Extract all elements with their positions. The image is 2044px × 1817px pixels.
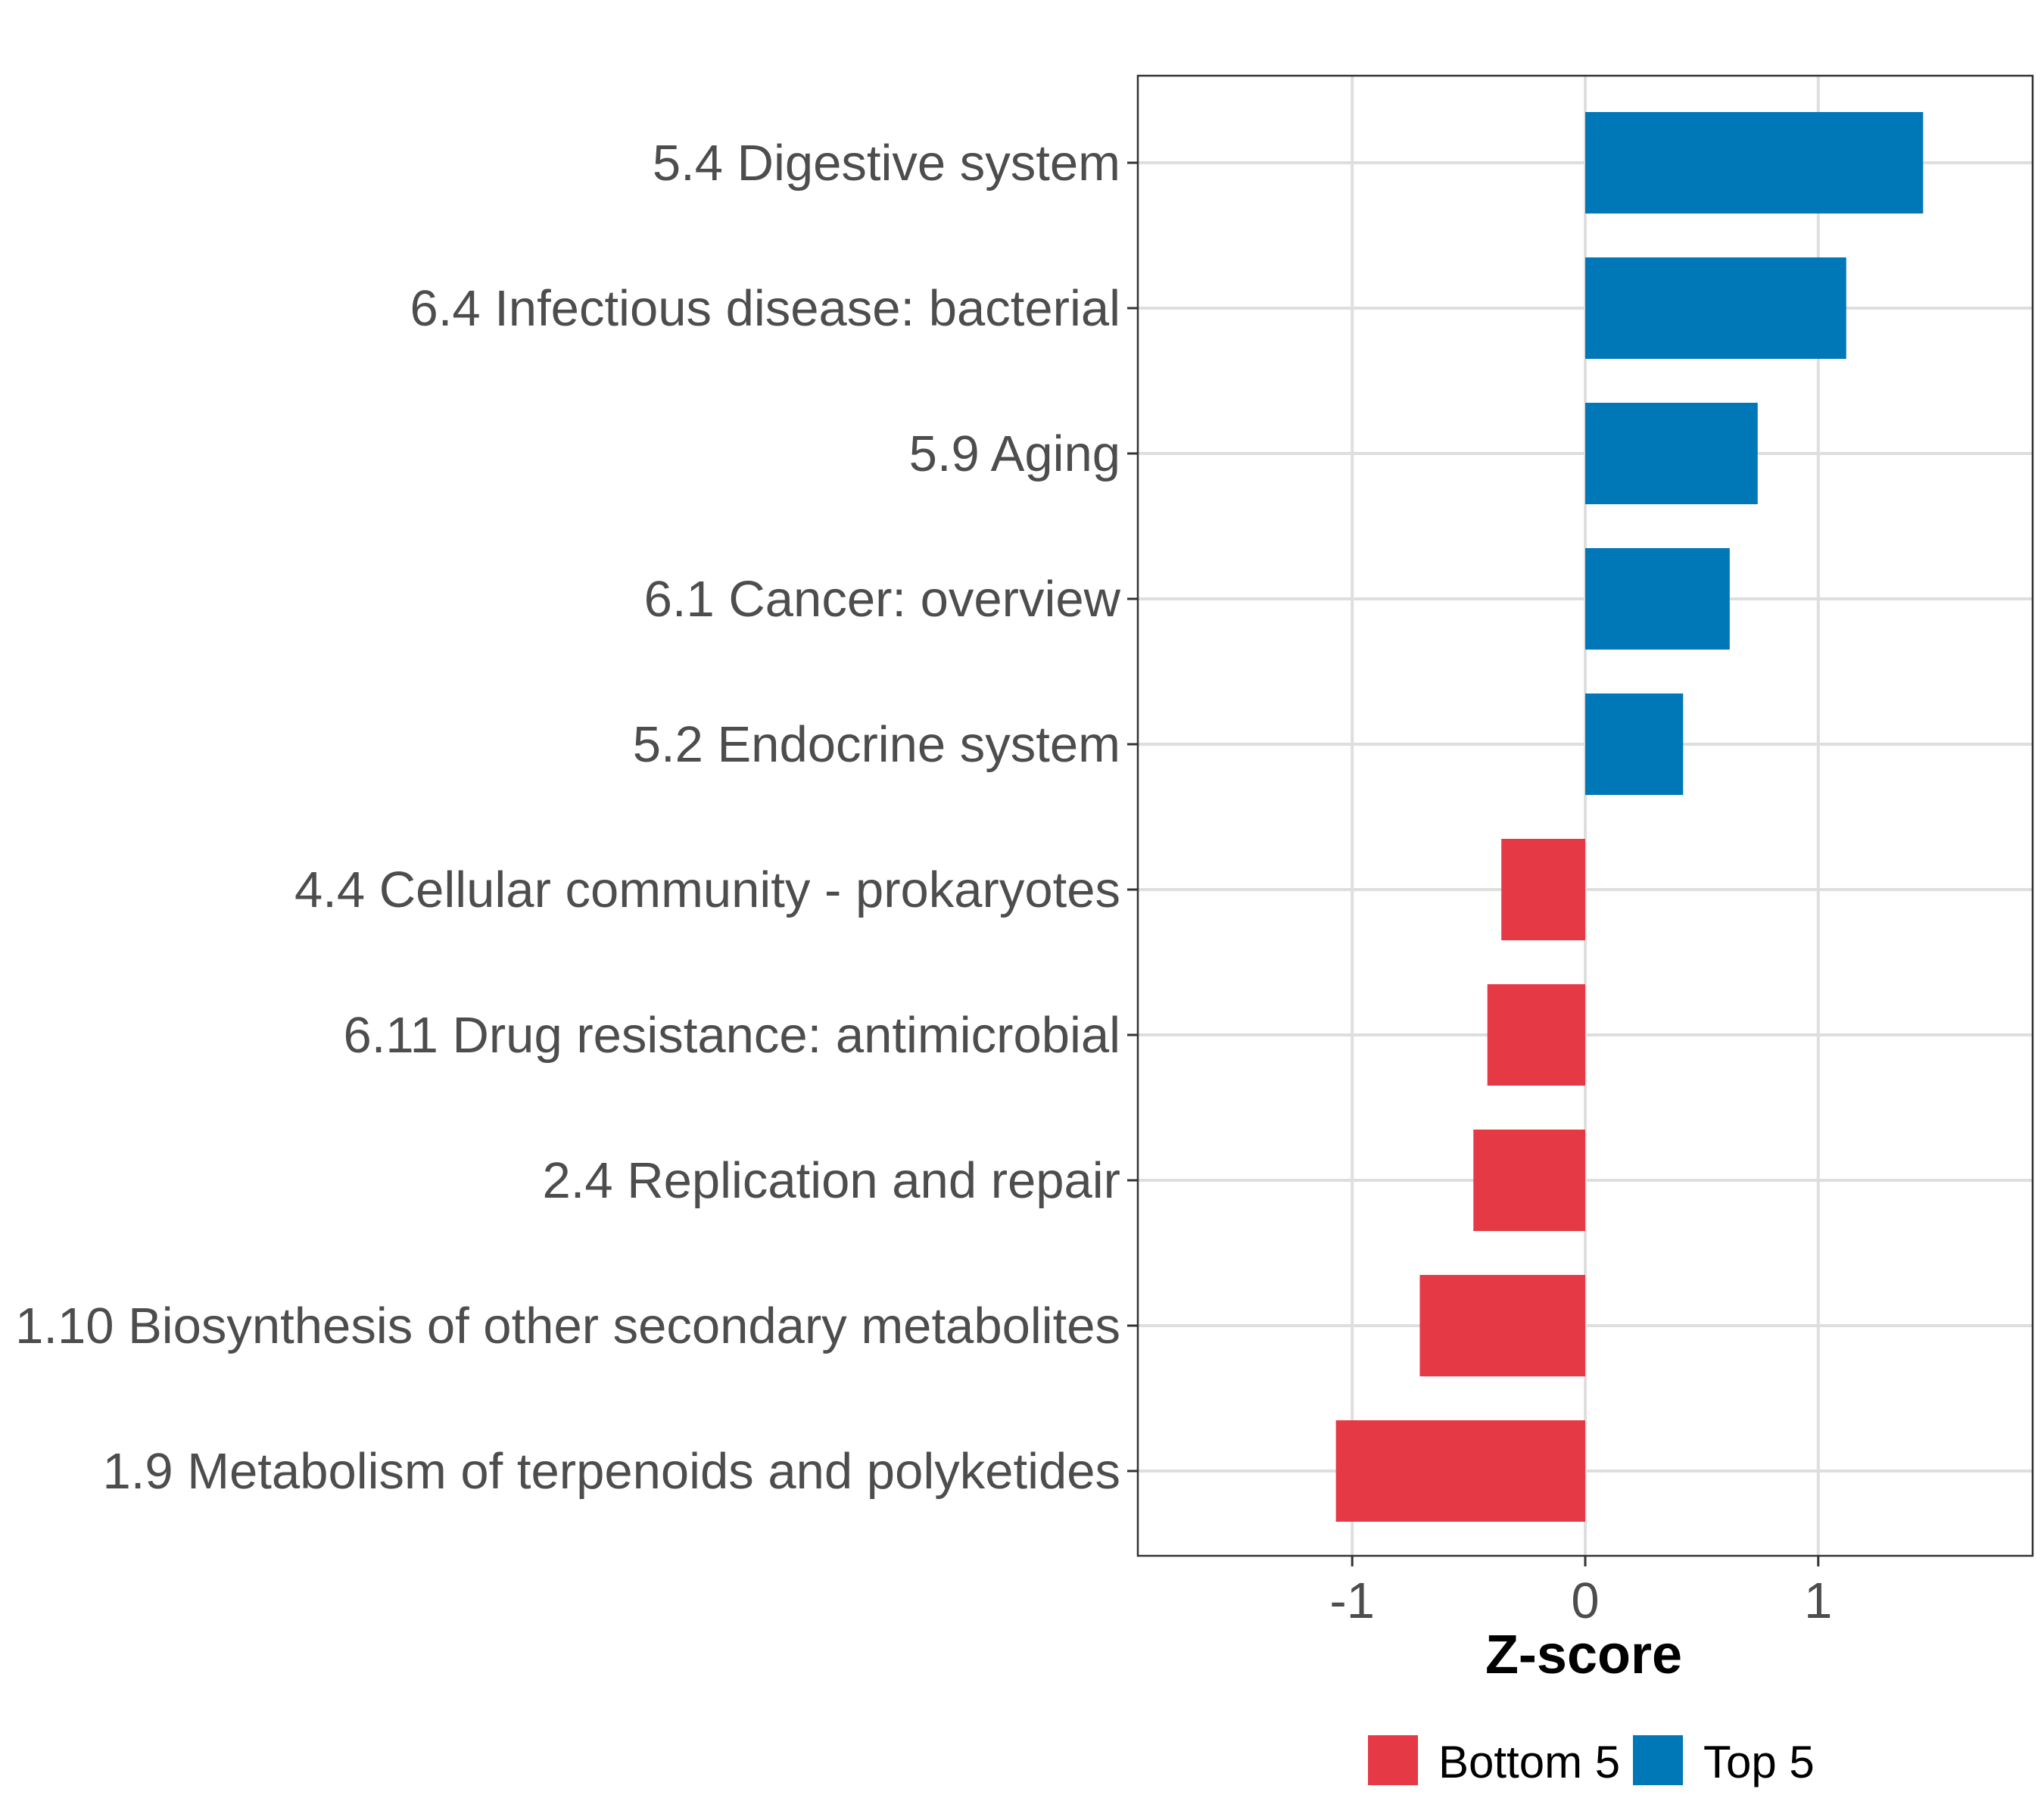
x-axis-tick-labels: -1 0 1	[1329, 1572, 1832, 1629]
legend: Bottom 5 Top 5	[1368, 1735, 1815, 1787]
legend-key	[1633, 1735, 1683, 1785]
x-tick-label: -1	[1329, 1572, 1375, 1629]
category-label: 5.2 Endocrine system	[633, 716, 1120, 773]
x-axis-title: Z-score	[1485, 1625, 1682, 1685]
bar	[1585, 257, 1846, 359]
legend-key	[1368, 1735, 1418, 1785]
y-axis-category-labels: 5.4 Digestive system 6.4 Infectious disea…	[15, 135, 1121, 1500]
bar	[1585, 548, 1730, 650]
bar	[1585, 693, 1684, 795]
bar	[1473, 1130, 1585, 1231]
category-label: 2.4 Replication and repair	[542, 1152, 1120, 1209]
bar	[1585, 403, 1758, 504]
category-label: 6.1 Cancer: overview	[644, 571, 1121, 628]
category-label: 5.9 Aging	[909, 425, 1120, 482]
legend-label: Top 5	[1703, 1737, 1815, 1787]
legend-label: Bottom 5	[1438, 1737, 1620, 1787]
bar	[1419, 1275, 1585, 1376]
category-label: 1.9 Metabolism of terpenoids and polyket…	[102, 1443, 1120, 1500]
category-label: 4.4 Cellular community - prokaryotes	[294, 862, 1120, 918]
y-axis-ticks	[1127, 161, 1138, 1473]
category-label: 1.10 Biosynthesis of other secondary met…	[15, 1298, 1120, 1354]
category-label: 5.4 Digestive system	[653, 135, 1120, 192]
bars	[1335, 112, 1924, 1522]
x-tick-label: 1	[1804, 1572, 1832, 1629]
x-axis-ticks	[1351, 1556, 1820, 1566]
bar	[1501, 839, 1585, 940]
x-tick-label: 0	[1571, 1572, 1599, 1629]
category-label: 6.4 Infectious disease: bacterial	[410, 280, 1120, 337]
bar	[1585, 112, 1924, 213]
bar	[1335, 1420, 1585, 1522]
bar	[1487, 984, 1585, 1086]
category-label: 6.11 Drug resistance: antimicrobial	[343, 1007, 1120, 1064]
